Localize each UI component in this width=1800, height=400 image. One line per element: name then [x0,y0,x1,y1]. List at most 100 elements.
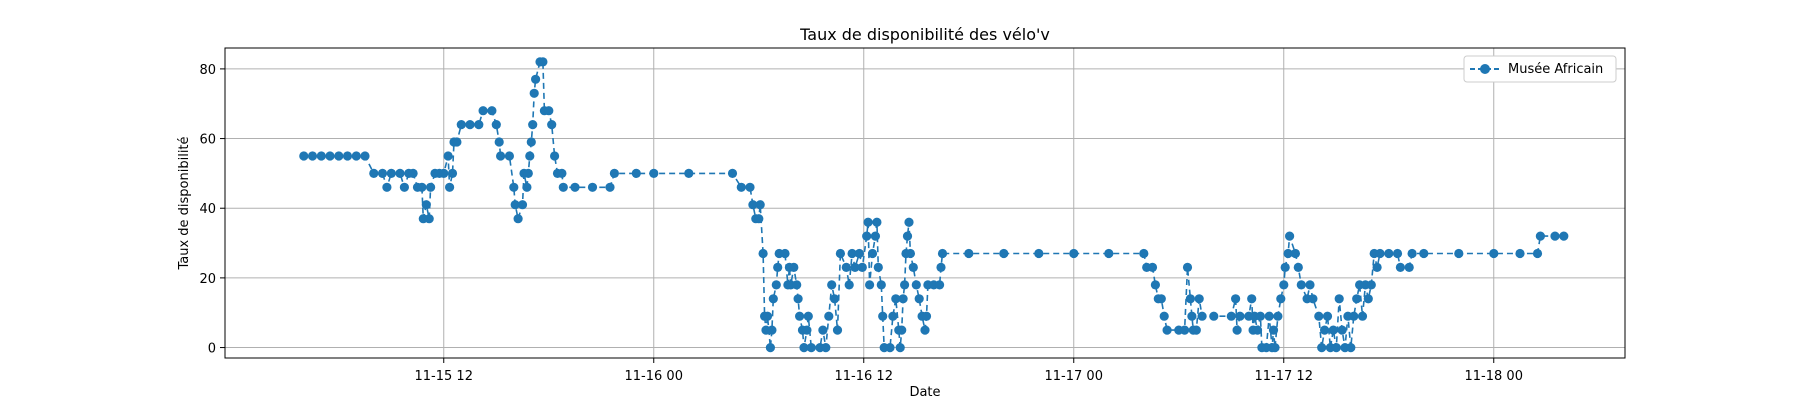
data-point [369,168,379,178]
data-point [762,311,773,321]
data-point [827,280,837,290]
data-point [609,168,620,178]
data-point [513,214,523,224]
data-point [1150,280,1160,290]
data-point [1314,311,1324,321]
data-point [474,120,484,130]
data-point [1191,325,1201,335]
data-point [299,151,309,161]
data-point [902,231,913,241]
series-musee-africain [299,57,1569,353]
data-point [830,294,840,304]
x-tick-label: 11-15 12 [415,369,473,384]
data-point [863,217,873,227]
y-tick-label: 60 [199,133,216,148]
data-point [835,248,846,259]
data-point [1293,262,1303,272]
data-point [885,343,895,353]
data-point [1320,325,1330,335]
data-point [538,57,548,67]
data-point [316,151,326,161]
data-point [544,106,554,116]
legend: Musée Africain [1463,55,1617,83]
data-point [447,168,458,178]
data-point [395,168,405,178]
data-point [727,168,738,178]
data-point [517,200,528,210]
data-point [1384,248,1394,259]
data-point [1156,294,1166,304]
data-point [421,200,431,210]
data-point [386,168,396,178]
data-point [487,106,497,116]
data-point [1187,311,1197,321]
data-point [408,168,418,178]
data-point [1515,248,1525,259]
data-point [684,168,694,178]
x-tick-label: 11-16 12 [835,369,893,384]
data-point [1395,262,1405,272]
data-point [803,311,813,321]
data-point [920,325,930,335]
plot-area-frame [224,47,1626,359]
data-point [1264,311,1274,321]
data-point [865,280,875,290]
data-point [873,262,883,272]
data-point [745,182,755,192]
data-point [891,294,901,304]
data-point [748,200,758,210]
data-point [914,294,924,304]
data-point [1104,248,1114,259]
data-point [1489,248,1499,259]
data-point [570,182,580,192]
data-point [1209,311,1219,321]
data-point [936,262,946,272]
data-point [758,248,768,259]
data-point [847,248,857,259]
data-point [1363,294,1373,304]
data-point [793,294,803,304]
data-point [850,262,860,272]
data-point [773,262,783,272]
data-point [1296,280,1306,290]
data-point [605,182,615,192]
data-point [1334,294,1344,304]
data-point [452,137,462,147]
series-line [303,61,1564,349]
data-point [558,182,568,192]
data-point [999,248,1009,259]
y-axis-label: Taux de disponibilité [177,136,192,270]
data-point [878,311,888,321]
data-point [792,280,802,290]
data-point [1232,325,1242,335]
data-point [377,168,388,178]
data-point [631,168,641,178]
data-point [426,182,436,192]
data-point [767,325,777,335]
data-point [1535,231,1545,241]
data-point [424,214,434,224]
data-point [528,120,538,130]
data-point [325,151,335,161]
data-point [443,151,453,161]
data-point [1197,311,1207,321]
data-point [1328,325,1338,335]
data-point [754,214,764,224]
data-point [1247,294,1257,304]
data-point [1322,311,1333,321]
data-point [872,217,882,227]
data-point [964,248,974,259]
data-point [478,106,488,116]
data-point [821,343,831,353]
data-point [1366,280,1376,290]
data-point [360,151,370,161]
data-point [1419,248,1429,259]
data-point [935,280,945,290]
data-point [1276,294,1286,304]
x-axis-ticks: 11-15 12 11-16 00 11-16 12 11-17 00 11-17 12… [415,358,1523,384]
data-point [1034,248,1044,259]
data-point [531,74,541,84]
data-point [905,248,916,259]
data-point [1279,280,1289,290]
data-point [1532,248,1543,259]
